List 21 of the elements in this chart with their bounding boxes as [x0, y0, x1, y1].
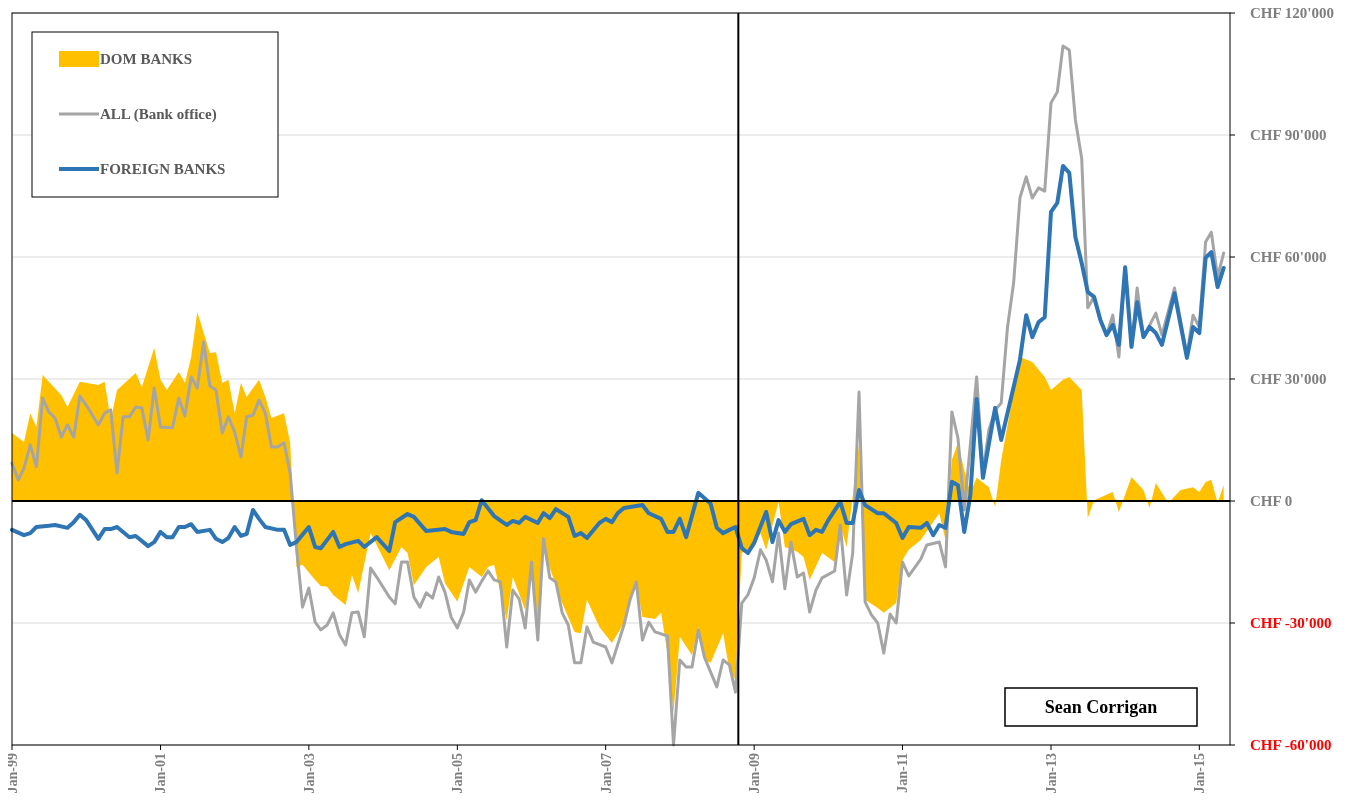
y-tick-label: CHF 30'000 [1250, 371, 1327, 388]
x-tick-label: Jan-99 [4, 753, 20, 794]
x-tick-label: Jan-11 [895, 753, 911, 793]
x-tick-label: Jan-09 [747, 753, 763, 794]
x-tick-label: Jan-03 [301, 753, 317, 794]
y-tick-label: CHF 0 [1250, 493, 1293, 510]
legend-label: DOM BANKS [100, 51, 193, 68]
x-tick-label: Jan-01 [153, 753, 169, 794]
y-tick-label: CHF -30'000 [1250, 615, 1332, 632]
y-tick-label: CHF -60'000 [1250, 737, 1332, 754]
x-tick-label: Jan-05 [450, 753, 466, 794]
x-tick-label: Jan-07 [598, 753, 614, 794]
y-tick-label: CHF 120'000 [1250, 5, 1335, 22]
line-series [10, 163, 1226, 556]
y-tick-label: CHF 90'000 [1250, 127, 1327, 144]
annotation: Sean Corrigan [1044, 697, 1158, 718]
x-tick-label: Jan-13 [1043, 753, 1059, 794]
legend-label: ALL (Bank office) [100, 106, 217, 124]
x-tick-label: Jan-15 [1192, 753, 1208, 794]
y-tick-label: CHF 60'000 [1250, 249, 1327, 266]
legend-label: FOREIGN BANKS [100, 161, 226, 178]
